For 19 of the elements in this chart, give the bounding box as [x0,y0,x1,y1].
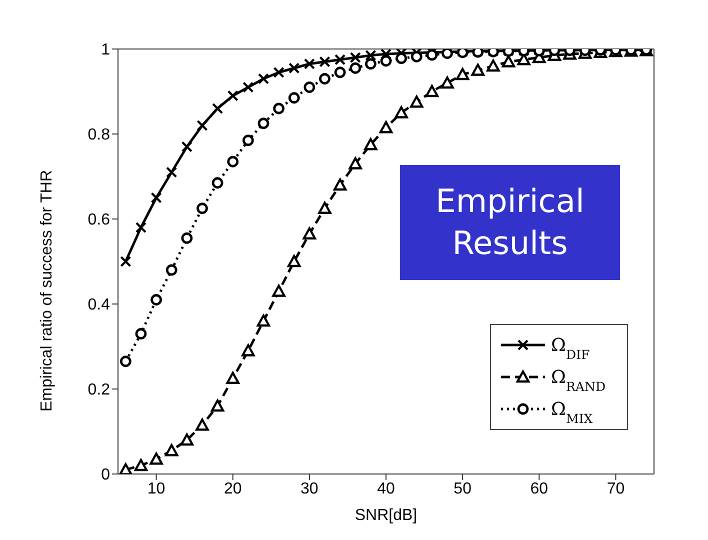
y-tick-label: 0.4 [88,296,110,314]
legend-label: Ω$_{MIX}$ [551,399,593,426]
y-tick-label: 0.2 [88,382,110,399]
x-axis-title: SNR[dB] [354,507,418,524]
text-box: Empirical Results [400,165,620,280]
y-axis-title: Empirical ratio of success for THR [38,170,56,412]
x-tick-label: 70 [606,480,625,498]
x-tick-label: 20 [224,480,242,498]
x-tick-label: 30 [300,480,318,498]
y-tick-label: 0.8 [88,126,110,144]
x-tick-label: 10 [147,480,166,498]
y-tick-label: 1 [101,42,110,59]
legend-label: Ω$_{RAND}$ [551,367,606,394]
x-tick-label: 60 [530,480,548,498]
legend-label: Ω$_{DIF}$ [551,335,590,362]
x-tick-label: 40 [377,480,395,498]
y-tick-label: 0.6 [88,212,110,229]
x-tick-label: 50 [454,480,472,498]
y-tick-label: 0 [101,466,110,484]
